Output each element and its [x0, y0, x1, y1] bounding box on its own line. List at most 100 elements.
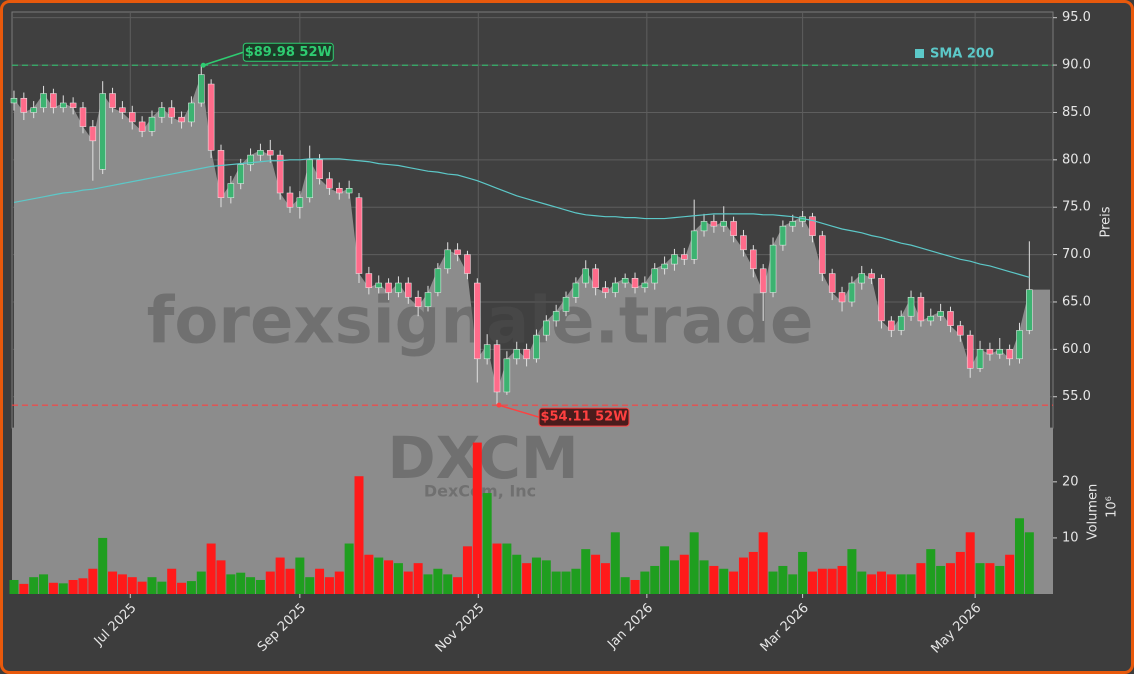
candle-body: [740, 235, 747, 251]
volume-bar: [975, 563, 985, 594]
price-area: [13, 74, 1051, 428]
volume-bar: [255, 579, 265, 594]
volume-bar: [620, 577, 630, 594]
volume-bar: [68, 579, 78, 594]
volume-bar: [926, 549, 936, 594]
volume-bar: [403, 571, 413, 594]
candle-body: [513, 349, 520, 360]
candle-body: [769, 244, 777, 293]
volume-bar: [354, 476, 364, 594]
candle-body: [60, 102, 67, 108]
volume-bar: [246, 577, 256, 594]
candle-body: [365, 273, 373, 289]
volume-bar: [1024, 532, 1034, 594]
candle-body: [40, 93, 47, 108]
volume-bar: [600, 563, 610, 594]
volume-bar: [177, 582, 187, 594]
candle-body: [69, 102, 77, 108]
volume-bar: [433, 568, 443, 594]
candle-body: [828, 273, 836, 293]
volume-bar: [768, 571, 778, 594]
annotation-label: $54.11 52W: [540, 410, 627, 425]
candle-body: [552, 311, 560, 322]
candle-body: [188, 102, 195, 123]
candle-body: [543, 320, 550, 336]
volume-bar: [541, 560, 551, 594]
volume-bar: [344, 543, 354, 594]
volume-tick-label: 10: [1062, 530, 1079, 545]
candle-body: [661, 263, 668, 270]
candle-body: [681, 254, 688, 260]
candle-body: [237, 164, 244, 184]
volume-bar: [364, 554, 374, 594]
candle-body: [838, 292, 846, 303]
volume-bar: [679, 554, 689, 594]
volume-bar: [216, 560, 226, 594]
candle-body: [819, 235, 826, 274]
candle-body: [257, 150, 264, 156]
candle-body: [10, 97, 18, 104]
volume-bar: [630, 579, 640, 594]
volume-bar: [906, 574, 916, 594]
annotation-arrow: [203, 51, 244, 66]
candle-body: [868, 273, 875, 279]
volume-bar: [936, 565, 946, 594]
annotation-box: [538, 407, 630, 427]
volume-bar: [522, 563, 532, 594]
volume-bar: [689, 532, 699, 594]
volume-bar: [482, 493, 492, 594]
volume-bar: [512, 554, 522, 594]
volume-bar: [867, 574, 877, 594]
y-tick-label: 65.0: [1062, 294, 1091, 309]
candle-body: [276, 154, 284, 194]
candle-body: [621, 278, 629, 284]
volume-bar: [492, 543, 502, 594]
candle-body: [523, 349, 530, 360]
candle-body: [267, 150, 274, 156]
volume-bar: [650, 565, 660, 594]
candle-body: [927, 315, 935, 322]
candle-body: [336, 188, 343, 194]
volume-bar: [561, 571, 571, 594]
candle-body: [848, 282, 856, 303]
volume-bar: [719, 568, 729, 594]
candle-body: [572, 282, 580, 298]
candle-body: [385, 282, 392, 293]
volume-bar: [551, 571, 561, 594]
volume-bar: [738, 557, 748, 594]
y-tick-label: 85.0: [1062, 105, 1091, 120]
candle-body: [562, 296, 570, 312]
legend-marker: [915, 49, 924, 58]
volume-bar: [472, 442, 482, 594]
watermark: DXCM: [387, 424, 578, 492]
candle-body: [1016, 330, 1023, 360]
candle-body: [345, 188, 353, 194]
candle-body: [730, 221, 737, 236]
volume-bar: [571, 568, 581, 594]
candle-body: [306, 159, 313, 198]
candle-body: [316, 159, 323, 180]
volume-bar: [48, 582, 58, 594]
volume-bar: [729, 571, 739, 594]
candle-body: [641, 282, 649, 289]
candle-body: [602, 287, 609, 293]
volume-bar: [640, 571, 650, 594]
volume-scale-label: 10⁶: [1105, 496, 1120, 518]
candle-body: [878, 278, 885, 322]
volume-bar: [19, 583, 29, 594]
volume-bar: [916, 563, 926, 594]
volume-bar: [127, 577, 137, 594]
candle-body: [227, 183, 235, 198]
candle-body: [750, 249, 757, 270]
candle-body: [109, 93, 116, 108]
volume-bar: [699, 560, 709, 594]
candle-body: [651, 268, 658, 284]
candle-body: [168, 107, 175, 118]
volume-bar: [807, 571, 817, 594]
candle-body: [296, 197, 304, 208]
volume-bar: [669, 560, 679, 594]
candle-body: [897, 315, 905, 331]
candle-body: [888, 320, 895, 331]
candle-body: [198, 74, 205, 104]
volume-bar: [837, 565, 847, 594]
